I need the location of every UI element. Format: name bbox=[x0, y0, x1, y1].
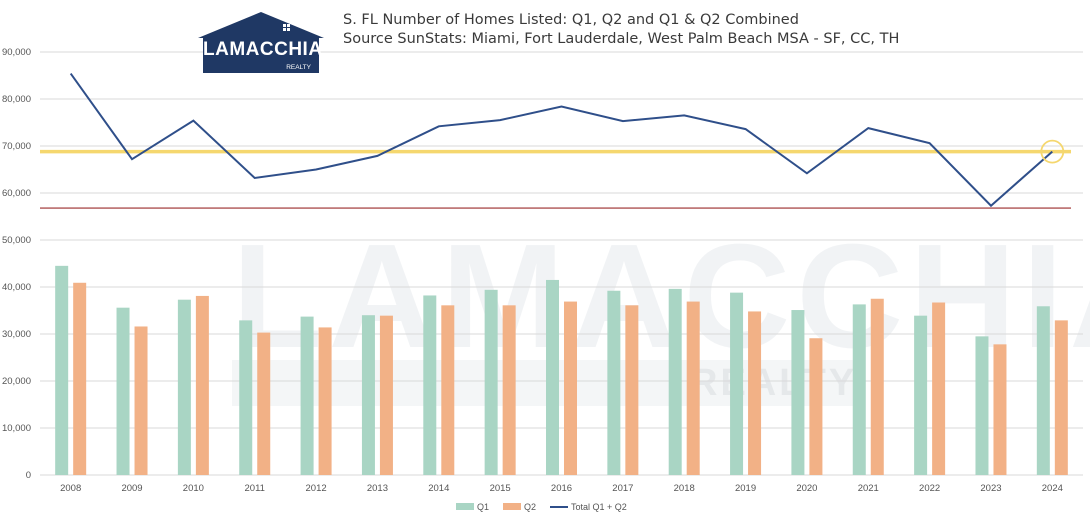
bar-q2 bbox=[686, 301, 700, 475]
y-tick-label: 50,000 bbox=[2, 235, 31, 246]
bar-q1 bbox=[668, 288, 682, 475]
bar-q2 bbox=[993, 344, 1007, 475]
y-tick-label: 70,000 bbox=[2, 141, 31, 152]
y-tick-label: 10,000 bbox=[2, 423, 31, 434]
bar-q1 bbox=[1036, 306, 1050, 475]
bar-q1 bbox=[914, 315, 928, 475]
x-tick-label: 2019 bbox=[735, 483, 756, 494]
bar-q1 bbox=[116, 307, 130, 475]
bar-q1 bbox=[177, 299, 191, 475]
bar-q1 bbox=[361, 315, 375, 475]
bar-q2 bbox=[625, 305, 639, 475]
bar-q2 bbox=[748, 311, 762, 475]
bar-q1 bbox=[484, 289, 498, 475]
bar-q1 bbox=[546, 279, 559, 475]
x-tick-label: 2022 bbox=[919, 483, 940, 494]
legend-label: Q2 bbox=[524, 502, 536, 512]
chart-subtitle: Source SunStats: Miami, Fort Lauderdale,… bbox=[343, 31, 900, 47]
bar-q2 bbox=[195, 295, 209, 475]
x-tick-label: 2013 bbox=[367, 483, 388, 494]
bar-q2 bbox=[809, 338, 823, 475]
y-tick-label: 60,000 bbox=[2, 188, 31, 199]
x-tick-label: 2012 bbox=[306, 483, 327, 494]
x-tick-label: 2014 bbox=[428, 483, 449, 494]
x-tick-label: 2015 bbox=[490, 483, 511, 494]
bar-q1 bbox=[607, 290, 621, 475]
bar-q2 bbox=[441, 305, 455, 475]
bar-q1 bbox=[239, 320, 253, 475]
y-tick-label: 80,000 bbox=[2, 94, 31, 105]
x-tick-label: 2021 bbox=[858, 483, 879, 494]
bar-q1 bbox=[55, 265, 69, 475]
watermark-logo-sub: REALTY bbox=[690, 362, 858, 404]
bar-q2 bbox=[870, 298, 884, 475]
bar-q2 bbox=[564, 301, 577, 475]
x-tick-label: 2023 bbox=[980, 483, 1001, 494]
bar-q2 bbox=[502, 305, 516, 475]
y-tick-label: 20,000 bbox=[2, 376, 31, 387]
bar-q2 bbox=[379, 315, 393, 475]
house-logo-icon bbox=[198, 12, 324, 38]
chart-title: S. FL Number of Homes Listed: Q1, Q2 and… bbox=[343, 12, 799, 28]
bar-q2 bbox=[257, 332, 271, 475]
bar-q1 bbox=[791, 310, 805, 475]
logo-wordmark: LAMACCHIA bbox=[203, 37, 323, 62]
total-line bbox=[69, 73, 1053, 208]
y-tick-label: 0 bbox=[26, 470, 31, 481]
x-tick-label: 2010 bbox=[183, 483, 204, 494]
bar-q2 bbox=[1054, 320, 1068, 475]
y-tick-label: 90,000 bbox=[2, 47, 31, 58]
x-tick-label: 2020 bbox=[796, 483, 817, 494]
bar-q2 bbox=[134, 326, 148, 475]
bar-q1 bbox=[730, 292, 744, 475]
x-tick-label: 2017 bbox=[612, 483, 633, 494]
y-tick-label: 40,000 bbox=[2, 282, 31, 293]
y-tick-label: 30,000 bbox=[2, 329, 31, 340]
bar-q2 bbox=[932, 302, 946, 475]
x-tick-label: 2008 bbox=[60, 483, 81, 494]
bar-q2 bbox=[318, 327, 332, 475]
bar-q1 bbox=[423, 295, 437, 475]
watermark-logo: LAMACCHIA bbox=[232, 214, 1090, 379]
bar-q1 bbox=[852, 304, 866, 475]
highlight-circle bbox=[1040, 139, 1065, 164]
bar-q2 bbox=[73, 282, 87, 475]
bar-q1 bbox=[300, 316, 314, 475]
x-tick-label: 2009 bbox=[121, 483, 142, 494]
x-tick-label: 2024 bbox=[1042, 483, 1063, 494]
legend-swatch-q1 bbox=[456, 503, 474, 510]
logo-subtext: REALTY bbox=[203, 62, 319, 73]
legend-label: Total Q1 + Q2 bbox=[571, 502, 627, 512]
legend-label: Q1 bbox=[477, 502, 489, 512]
x-tick-label: 2011 bbox=[245, 483, 265, 494]
x-tick-label: 2018 bbox=[674, 483, 695, 494]
x-tick-label: 2016 bbox=[551, 483, 572, 494]
legend-swatch-q2 bbox=[503, 503, 521, 510]
bar-q1 bbox=[975, 336, 989, 475]
